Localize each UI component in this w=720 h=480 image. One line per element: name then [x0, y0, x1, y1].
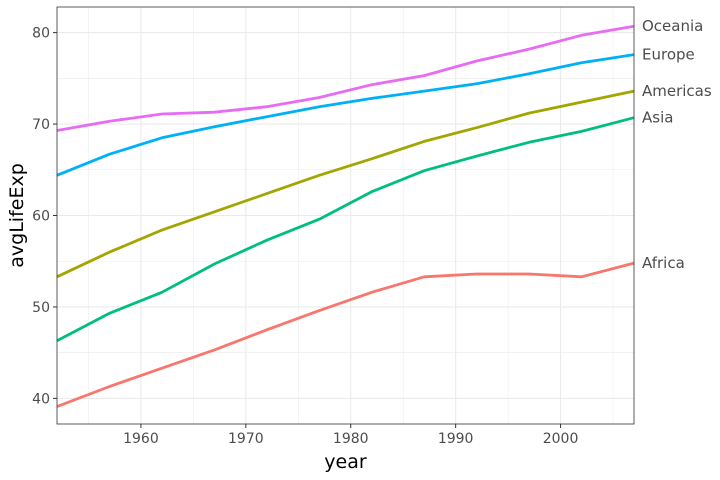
series-line-oceania	[56, 24, 635, 132]
x-tick-label: 1980	[333, 431, 369, 447]
x-tick-label: 1960	[123, 431, 159, 447]
x-tick-label: 1970	[228, 431, 264, 447]
x-tick-label: 1990	[438, 431, 474, 447]
series-line-europe	[56, 53, 635, 177]
series-label-asia: Asia	[642, 109, 673, 127]
x-axis-title: year	[324, 451, 367, 473]
y-axis-ticks: 40 50 60 70 80	[32, 26, 57, 407]
series-line-africa	[56, 261, 635, 408]
y-tick-label: 50	[32, 300, 50, 316]
gridlines	[57, 7, 634, 424]
series-label-europe: Europe	[642, 46, 695, 64]
series-label-africa: Africa	[642, 254, 685, 272]
series-labels: Oceania Europe Americas Asia Africa	[642, 17, 712, 272]
y-axis-title: avgLifeExp	[6, 163, 28, 268]
x-axis-ticks: 1960 1970 1980 1990 2000	[123, 424, 578, 447]
y-tick-label: 40	[32, 391, 50, 407]
y-tick-label: 80	[32, 26, 50, 42]
series-label-americas: Americas	[642, 82, 712, 100]
y-tick-label: 60	[32, 209, 50, 225]
series-lines	[56, 24, 635, 408]
series-label-oceania: Oceania	[642, 17, 703, 35]
series-line-americas	[56, 89, 635, 279]
series-line-asia	[56, 116, 635, 343]
x-tick-label: 2000	[543, 431, 579, 447]
y-tick-label: 70	[32, 117, 50, 133]
